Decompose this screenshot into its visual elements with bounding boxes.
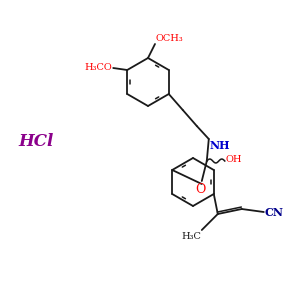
Text: H₃C: H₃C [181,232,201,241]
Text: CN: CN [265,206,284,218]
Text: HCl: HCl [18,134,53,151]
Text: OH: OH [226,155,242,164]
Text: NH: NH [210,140,230,151]
Text: H₃CO: H₃CO [85,64,112,73]
Text: O: O [196,183,206,196]
Text: OCH₃: OCH₃ [156,34,184,43]
